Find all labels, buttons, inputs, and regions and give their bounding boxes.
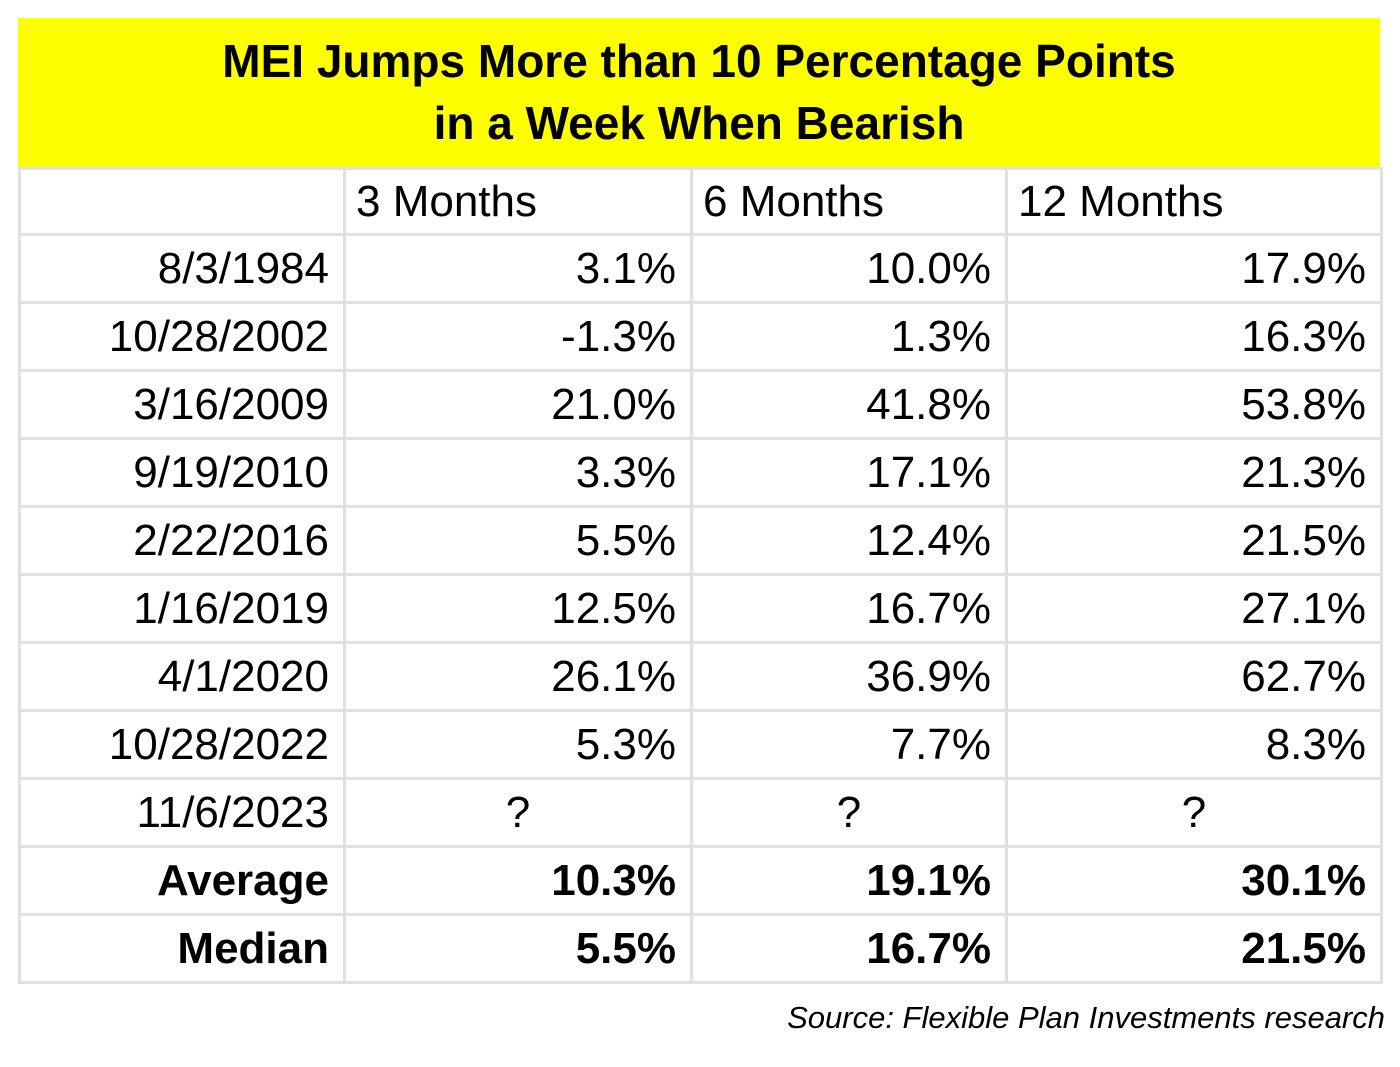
row-label-date: 1/16/2019: [18, 573, 346, 644]
value-cell-3m: 5.5%: [343, 913, 693, 984]
table-row: 2/22/2016 5.5% 12.4% 21.5%: [18, 505, 1383, 576]
column-header-3-months: 3 Months: [343, 167, 693, 236]
value-cell-6m-unknown: ?: [690, 777, 1008, 848]
row-label-date: 8/3/1984: [18, 233, 346, 304]
value-cell-6m: 41.8%: [690, 369, 1008, 440]
table-row: 9/19/2010 3.3% 17.1% 21.3%: [18, 437, 1383, 508]
row-label-date: 4/1/2020: [18, 641, 346, 712]
value-cell-6m: 10.0%: [690, 233, 1008, 304]
value-cell-12m: 27.1%: [1005, 573, 1383, 644]
row-label-date: 3/16/2009: [18, 369, 346, 440]
value-cell-3m: 3.3%: [343, 437, 693, 508]
value-cell-6m: 16.7%: [690, 913, 1008, 984]
value-cell-3m: 12.5%: [343, 573, 693, 644]
value-cell-12m: 8.3%: [1005, 709, 1383, 780]
value-cell-12m: 21.3%: [1005, 437, 1383, 508]
value-cell-3m: 5.3%: [343, 709, 693, 780]
data-table: 3 Months 6 Months 12 Months 8/3/1984 3.1…: [18, 167, 1383, 984]
value-cell-12m-unknown: ?: [1005, 777, 1383, 848]
table-row: 10/28/2002 -1.3% 1.3% 16.3%: [18, 301, 1383, 372]
value-cell-6m: 12.4%: [690, 505, 1008, 576]
chart-title-line1: MEI Jumps More than 10 Percentage Points: [222, 34, 1176, 87]
value-cell-3m-unknown: ?: [343, 777, 693, 848]
row-label-date: 9/19/2010: [18, 437, 346, 508]
column-header-6-months: 6 Months: [690, 167, 1008, 236]
row-label-date: 10/28/2002: [18, 301, 346, 372]
value-cell-12m: 21.5%: [1005, 913, 1383, 984]
row-label-date: 11/6/2023: [18, 777, 346, 848]
value-cell-3m: 5.5%: [343, 505, 693, 576]
value-cell-12m: 21.5%: [1005, 505, 1383, 576]
value-cell-3m: 3.1%: [343, 233, 693, 304]
row-label-average: Average: [18, 845, 346, 916]
header-row: 3 Months 6 Months 12 Months: [18, 167, 1383, 236]
value-cell-12m: 17.9%: [1005, 233, 1383, 304]
value-cell-6m: 36.9%: [690, 641, 1008, 712]
row-label-date: 10/28/2022: [18, 709, 346, 780]
column-header-blank: [18, 167, 346, 236]
median-row: Median 5.5% 16.7% 21.5%: [18, 913, 1383, 984]
value-cell-12m: 62.7%: [1005, 641, 1383, 712]
table-row: 10/28/2022 5.3% 7.7% 8.3%: [18, 709, 1383, 780]
value-cell-6m: 17.1%: [690, 437, 1008, 508]
row-label-median: Median: [18, 913, 346, 984]
chart-title-line2: in a Week When Bearish: [433, 96, 965, 149]
value-cell-3m: 10.3%: [343, 845, 693, 916]
title-banner: MEI Jumps More than 10 Percentage Points…: [18, 18, 1380, 167]
table-row: 1/16/2019 12.5% 16.7% 27.1%: [18, 573, 1383, 644]
table-row: 11/6/2023 ? ? ?: [18, 777, 1383, 848]
value-cell-6m: 16.7%: [690, 573, 1008, 644]
value-cell-6m: 1.3%: [690, 301, 1008, 372]
value-cell-3m: -1.3%: [343, 301, 693, 372]
value-cell-6m: 7.7%: [690, 709, 1008, 780]
value-cell-3m: 26.1%: [343, 641, 693, 712]
table-figure: MEI Jumps More than 10 Percentage Points…: [18, 18, 1383, 984]
value-cell-12m: 16.3%: [1005, 301, 1383, 372]
value-cell-6m: 19.1%: [690, 845, 1008, 916]
table-row: 3/16/2009 21.0% 41.8% 53.8%: [18, 369, 1383, 440]
source-note: Source: Flexible Plan Investments resear…: [787, 1000, 1385, 1035]
table-row: 4/1/2020 26.1% 36.9% 62.7%: [18, 641, 1383, 712]
value-cell-12m: 53.8%: [1005, 369, 1383, 440]
average-row: Average 10.3% 19.1% 30.1%: [18, 845, 1383, 916]
table-row: 8/3/1984 3.1% 10.0% 17.9%: [18, 233, 1383, 304]
value-cell-12m: 30.1%: [1005, 845, 1383, 916]
row-label-date: 2/22/2016: [18, 505, 346, 576]
column-header-12-months: 12 Months: [1005, 167, 1383, 236]
value-cell-3m: 21.0%: [343, 369, 693, 440]
